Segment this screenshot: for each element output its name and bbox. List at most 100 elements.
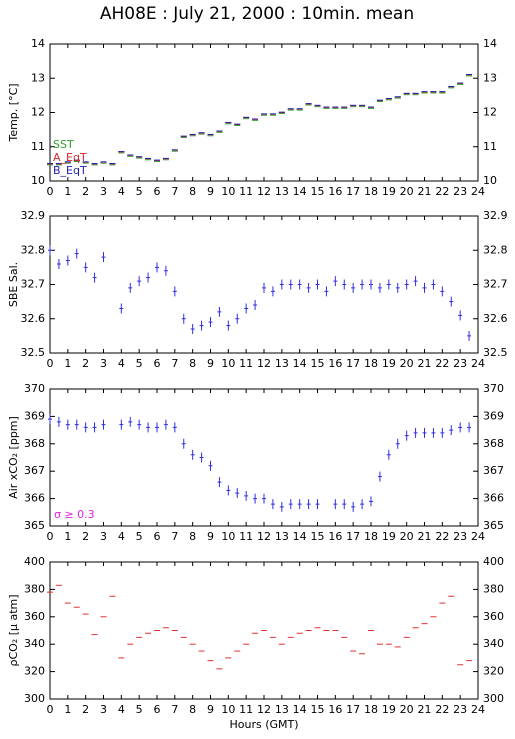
x-tick-label: 15 bbox=[311, 357, 325, 370]
y-tick-label: 14 bbox=[31, 37, 45, 50]
point bbox=[83, 422, 88, 433]
point bbox=[137, 419, 142, 430]
x-tick-label: 14 bbox=[293, 357, 307, 370]
x-tick-label: 18 bbox=[364, 703, 378, 716]
x-tick-label: 9 bbox=[207, 357, 214, 370]
x-tick-label: 3 bbox=[100, 185, 107, 198]
x-tick-label: 18 bbox=[364, 185, 378, 198]
legend-label: A_EqT bbox=[53, 151, 87, 164]
x-tick-label: 23 bbox=[453, 185, 467, 198]
y-tick-label: 366 bbox=[24, 492, 45, 505]
x-tick-label: 2 bbox=[82, 703, 89, 716]
x-tick-label: 12 bbox=[257, 703, 271, 716]
x-tick-label: 15 bbox=[311, 185, 325, 198]
x-tick-label: 11 bbox=[239, 703, 253, 716]
point bbox=[262, 282, 266, 293]
point bbox=[440, 427, 445, 438]
y-tick-label: 10 bbox=[31, 174, 45, 187]
y-tick-label: 365 bbox=[24, 519, 45, 532]
x-tick-label: 0 bbox=[47, 185, 54, 198]
point bbox=[422, 282, 427, 293]
point bbox=[458, 310, 463, 321]
point bbox=[92, 272, 97, 283]
y-tick-label: 370 bbox=[24, 382, 45, 395]
point bbox=[288, 499, 293, 510]
point bbox=[279, 501, 284, 512]
y-tick-label-right: 340 bbox=[483, 637, 504, 650]
x-tick-label: 24 bbox=[471, 530, 485, 543]
y-tick-label: 400 bbox=[24, 555, 45, 568]
point bbox=[172, 286, 177, 297]
point bbox=[128, 282, 133, 293]
y-tick-label-right: 370 bbox=[483, 382, 504, 395]
legend-label: B_EqT bbox=[53, 164, 87, 177]
point bbox=[404, 430, 409, 441]
y-tick-label: 320 bbox=[24, 665, 45, 678]
x-tick-label: 0 bbox=[47, 357, 54, 370]
x-tick-label: 0 bbox=[47, 703, 54, 716]
point bbox=[181, 438, 186, 449]
point bbox=[244, 490, 249, 501]
x-tick-label: 18 bbox=[364, 357, 378, 370]
x-tick-label: 21 bbox=[418, 185, 432, 198]
point bbox=[217, 306, 222, 317]
point bbox=[333, 276, 338, 287]
x-tick-label: 17 bbox=[346, 185, 360, 198]
x-tick-label: 7 bbox=[171, 185, 178, 198]
y-tick-label-right: 14 bbox=[483, 37, 497, 50]
point bbox=[199, 320, 204, 331]
point bbox=[458, 422, 463, 433]
point bbox=[288, 279, 293, 290]
point bbox=[48, 414, 52, 425]
x-tick-label: 22 bbox=[435, 703, 449, 716]
x-tick-label: 9 bbox=[207, 185, 214, 198]
point bbox=[351, 501, 356, 512]
x-tick-label: 7 bbox=[171, 703, 178, 716]
x-tick-label: 10 bbox=[221, 185, 235, 198]
point bbox=[369, 496, 373, 507]
x-tick-label: 6 bbox=[154, 185, 161, 198]
x-tick-label: 10 bbox=[221, 530, 235, 543]
x-tick-label: 1 bbox=[64, 185, 71, 198]
point bbox=[146, 272, 151, 283]
x-tick-label: 23 bbox=[453, 703, 467, 716]
point bbox=[92, 422, 97, 433]
x-tick-label: 20 bbox=[400, 357, 414, 370]
x-tick-label: 11 bbox=[239, 357, 253, 370]
x-tick-label: 16 bbox=[328, 530, 342, 543]
y-tick-label-right: 13 bbox=[483, 71, 497, 84]
y-tick-label-right: 365 bbox=[483, 519, 504, 532]
point bbox=[128, 416, 133, 427]
x-tick-label: 22 bbox=[435, 357, 449, 370]
x-tick-label: 20 bbox=[400, 530, 414, 543]
point bbox=[270, 286, 275, 297]
y-tick-label-right: 368 bbox=[483, 437, 504, 450]
y-tick-label: 300 bbox=[24, 692, 45, 705]
y-tick-label-right: 10 bbox=[483, 174, 497, 187]
y-tick-label: 367 bbox=[24, 464, 45, 477]
x-tick-label: 13 bbox=[275, 357, 289, 370]
y-axis-label: Temp. [°C] bbox=[7, 83, 20, 142]
x-tick-label: 16 bbox=[328, 357, 342, 370]
point bbox=[360, 499, 365, 510]
y-tick-label-right: 32.8 bbox=[483, 243, 508, 256]
y-tick-label-right: 366 bbox=[483, 492, 504, 505]
point bbox=[137, 276, 142, 287]
x-tick-label: 9 bbox=[207, 530, 214, 543]
point bbox=[190, 449, 195, 460]
point bbox=[413, 276, 418, 287]
y-tick-label: 32.8 bbox=[21, 243, 46, 256]
x-tick-label: 5 bbox=[136, 703, 143, 716]
x-axis-label: Hours (GMT) bbox=[229, 718, 298, 731]
point bbox=[297, 499, 302, 510]
x-tick-label: 10 bbox=[221, 703, 235, 716]
y-tick-label-right: 400 bbox=[483, 555, 504, 568]
point bbox=[324, 286, 329, 297]
point bbox=[306, 499, 311, 510]
x-tick-label: 23 bbox=[453, 357, 467, 370]
annotation: σ ≥ 0.3 bbox=[54, 508, 95, 521]
y-tick-label-right: 32.6 bbox=[483, 312, 508, 325]
point bbox=[155, 262, 159, 273]
y-tick-label: 360 bbox=[24, 610, 45, 623]
x-tick-label: 4 bbox=[118, 530, 125, 543]
